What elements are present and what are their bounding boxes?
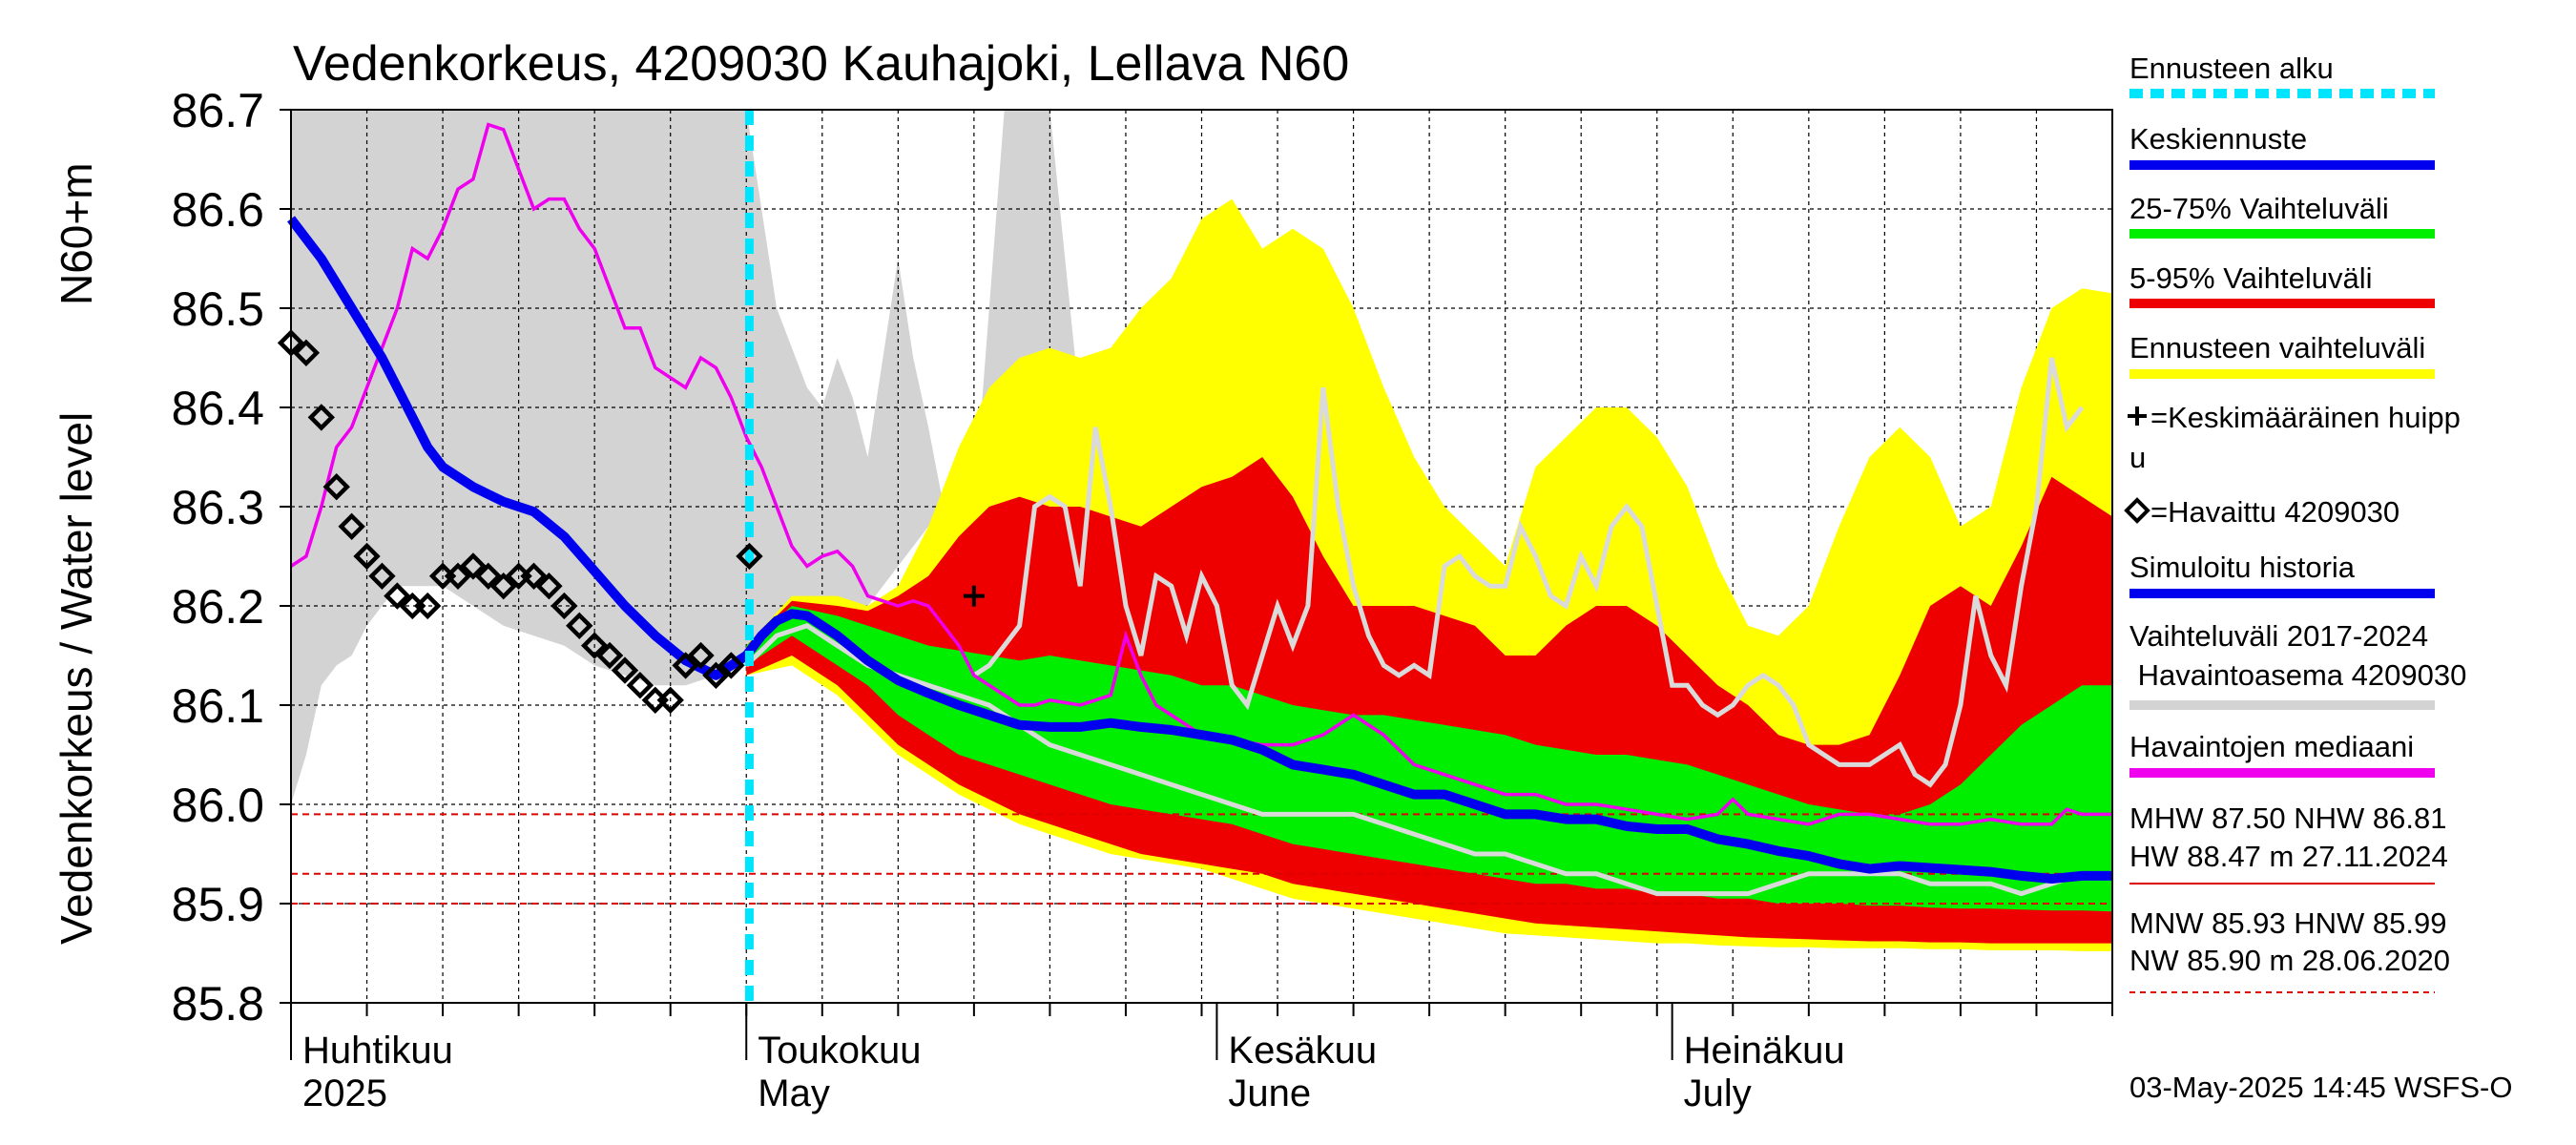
y-tick-label: 86.7 [172, 84, 264, 137]
history-line [744, 623, 2112, 897]
stats-line-3: MNW 85.93 HNW 85.99 [2129, 906, 2447, 940]
legend-label: 5-95% Vaihteluväli [2129, 261, 2372, 295]
markers-layer [277, 329, 985, 714]
plot-area [277, 109, 2112, 1004]
stats-line-1: MHW 87.50 NHW 86.81 [2129, 802, 2447, 835]
legend-diamond-symbol [2124, 497, 2150, 524]
stats-line-2: HW 88.47 m 27.11.2024 [2129, 840, 2448, 873]
y-tick-label: 86.4 [172, 382, 264, 435]
legend-label-continued: Havaintoasema 4209030 [2129, 658, 2466, 692]
month-label-fi: Huhtikuu [302, 1030, 453, 1072]
y-tick-label: 86.3 [172, 481, 264, 534]
observed-point [307, 404, 335, 431]
y-tick-label: 86.2 [172, 580, 264, 634]
y-axis-unit: N60+m [52, 162, 101, 305]
observed-point [535, 572, 563, 600]
stats-block: MHW 87.50 NHW 86.81 HW 88.47 m 27.11.202… [2129, 802, 2450, 993]
observed-point [520, 562, 548, 590]
stats-line-4: NW 85.90 m 28.06.2020 [2129, 944, 2450, 977]
month-label-fi: Toukokuu [758, 1030, 921, 1072]
legend-label: Vaihteluväli 2017-2024 [2129, 619, 2428, 653]
month-label-fi: Kesäkuu [1228, 1030, 1377, 1072]
history-line-2 [972, 357, 2085, 788]
y-tick-label: 85.9 [172, 878, 264, 931]
series-lines-layer [287, 110, 2112, 1003]
chart-title: Vedenkorkeus, 4209030 Kauhajoki, Lellava… [293, 36, 1349, 92]
observed-point [656, 686, 684, 714]
observed-point [413, 592, 442, 620]
month-label-en: May [758, 1072, 830, 1114]
observed-point [444, 562, 472, 590]
observed-point [566, 612, 593, 639]
observed-point [474, 562, 502, 590]
average-peak-marker [963, 585, 985, 607]
month-label-fi: Heinäkuu [1684, 1030, 1845, 1072]
y-tick-label: 86.1 [172, 679, 264, 733]
observed-point [338, 512, 365, 540]
footer-timestamp: 03-May-2025 14:45 WSFS-O [2129, 1071, 2512, 1104]
legend-label: Ennusteen vaihteluväli [2129, 331, 2425, 364]
y-axis-label: Vedenkorkeus / Water level [52, 412, 101, 945]
month-label-en: June [1228, 1072, 1311, 1114]
observed-point [672, 652, 699, 679]
legend: Ennusteen alku Keskiennuste 25-75% Vaihtel… [2124, 52, 2466, 778]
observed-point [459, 552, 488, 580]
observed-point [551, 592, 578, 620]
observed-point [611, 656, 639, 684]
legend-label: =Keskimääräinen huipp [2150, 401, 2461, 434]
y-tick-label: 86.6 [172, 183, 264, 237]
y-tick-label: 86.0 [172, 779, 264, 832]
observed-point [717, 652, 745, 679]
band-25-75 [746, 606, 2112, 912]
observed-point [322, 473, 350, 501]
observed-point [368, 562, 396, 590]
legend-plus-symbol [2128, 406, 2147, 426]
observed-median-line [290, 122, 2112, 826]
observed-point [626, 672, 654, 699]
legend-label: =Havaittu 4209030 [2150, 495, 2399, 529]
observed-point [702, 661, 730, 689]
observed-point [353, 542, 381, 571]
observed-point [736, 542, 763, 571]
legend-label: 25-75% Vaihteluväli [2129, 192, 2389, 225]
month-label-en: 2025 [302, 1072, 387, 1114]
observed-point [687, 641, 715, 670]
observed-point [489, 572, 517, 600]
y-tick-label: 85.8 [172, 977, 264, 1030]
observed-point [595, 641, 624, 670]
observed-point [384, 582, 411, 610]
mean-forecast-line [742, 609, 2112, 884]
observed-point [292, 339, 321, 366]
legend-label: Havaintojen mediaani [2129, 730, 2414, 763]
forecast-bands-layer [746, 198, 2112, 951]
y-axis-ticks: 86.7 86.6 86.5 86.4 86.3 86.2 86.1 86.0 85.9 85.8 [172, 84, 291, 1030]
legend-label-continued: u [2129, 441, 2146, 474]
legend-label: Simuloitu historia [2129, 551, 2356, 584]
history-band-layer [291, 110, 1081, 804]
legend-label: Keskiennuste [2129, 122, 2307, 156]
month-label-en: July [1684, 1072, 1752, 1114]
legend-label: Ennusteen alku [2129, 52, 2334, 85]
history-variation-band [291, 110, 1081, 804]
observed-point [580, 632, 609, 659]
y-tick-label: 86.5 [172, 282, 264, 336]
